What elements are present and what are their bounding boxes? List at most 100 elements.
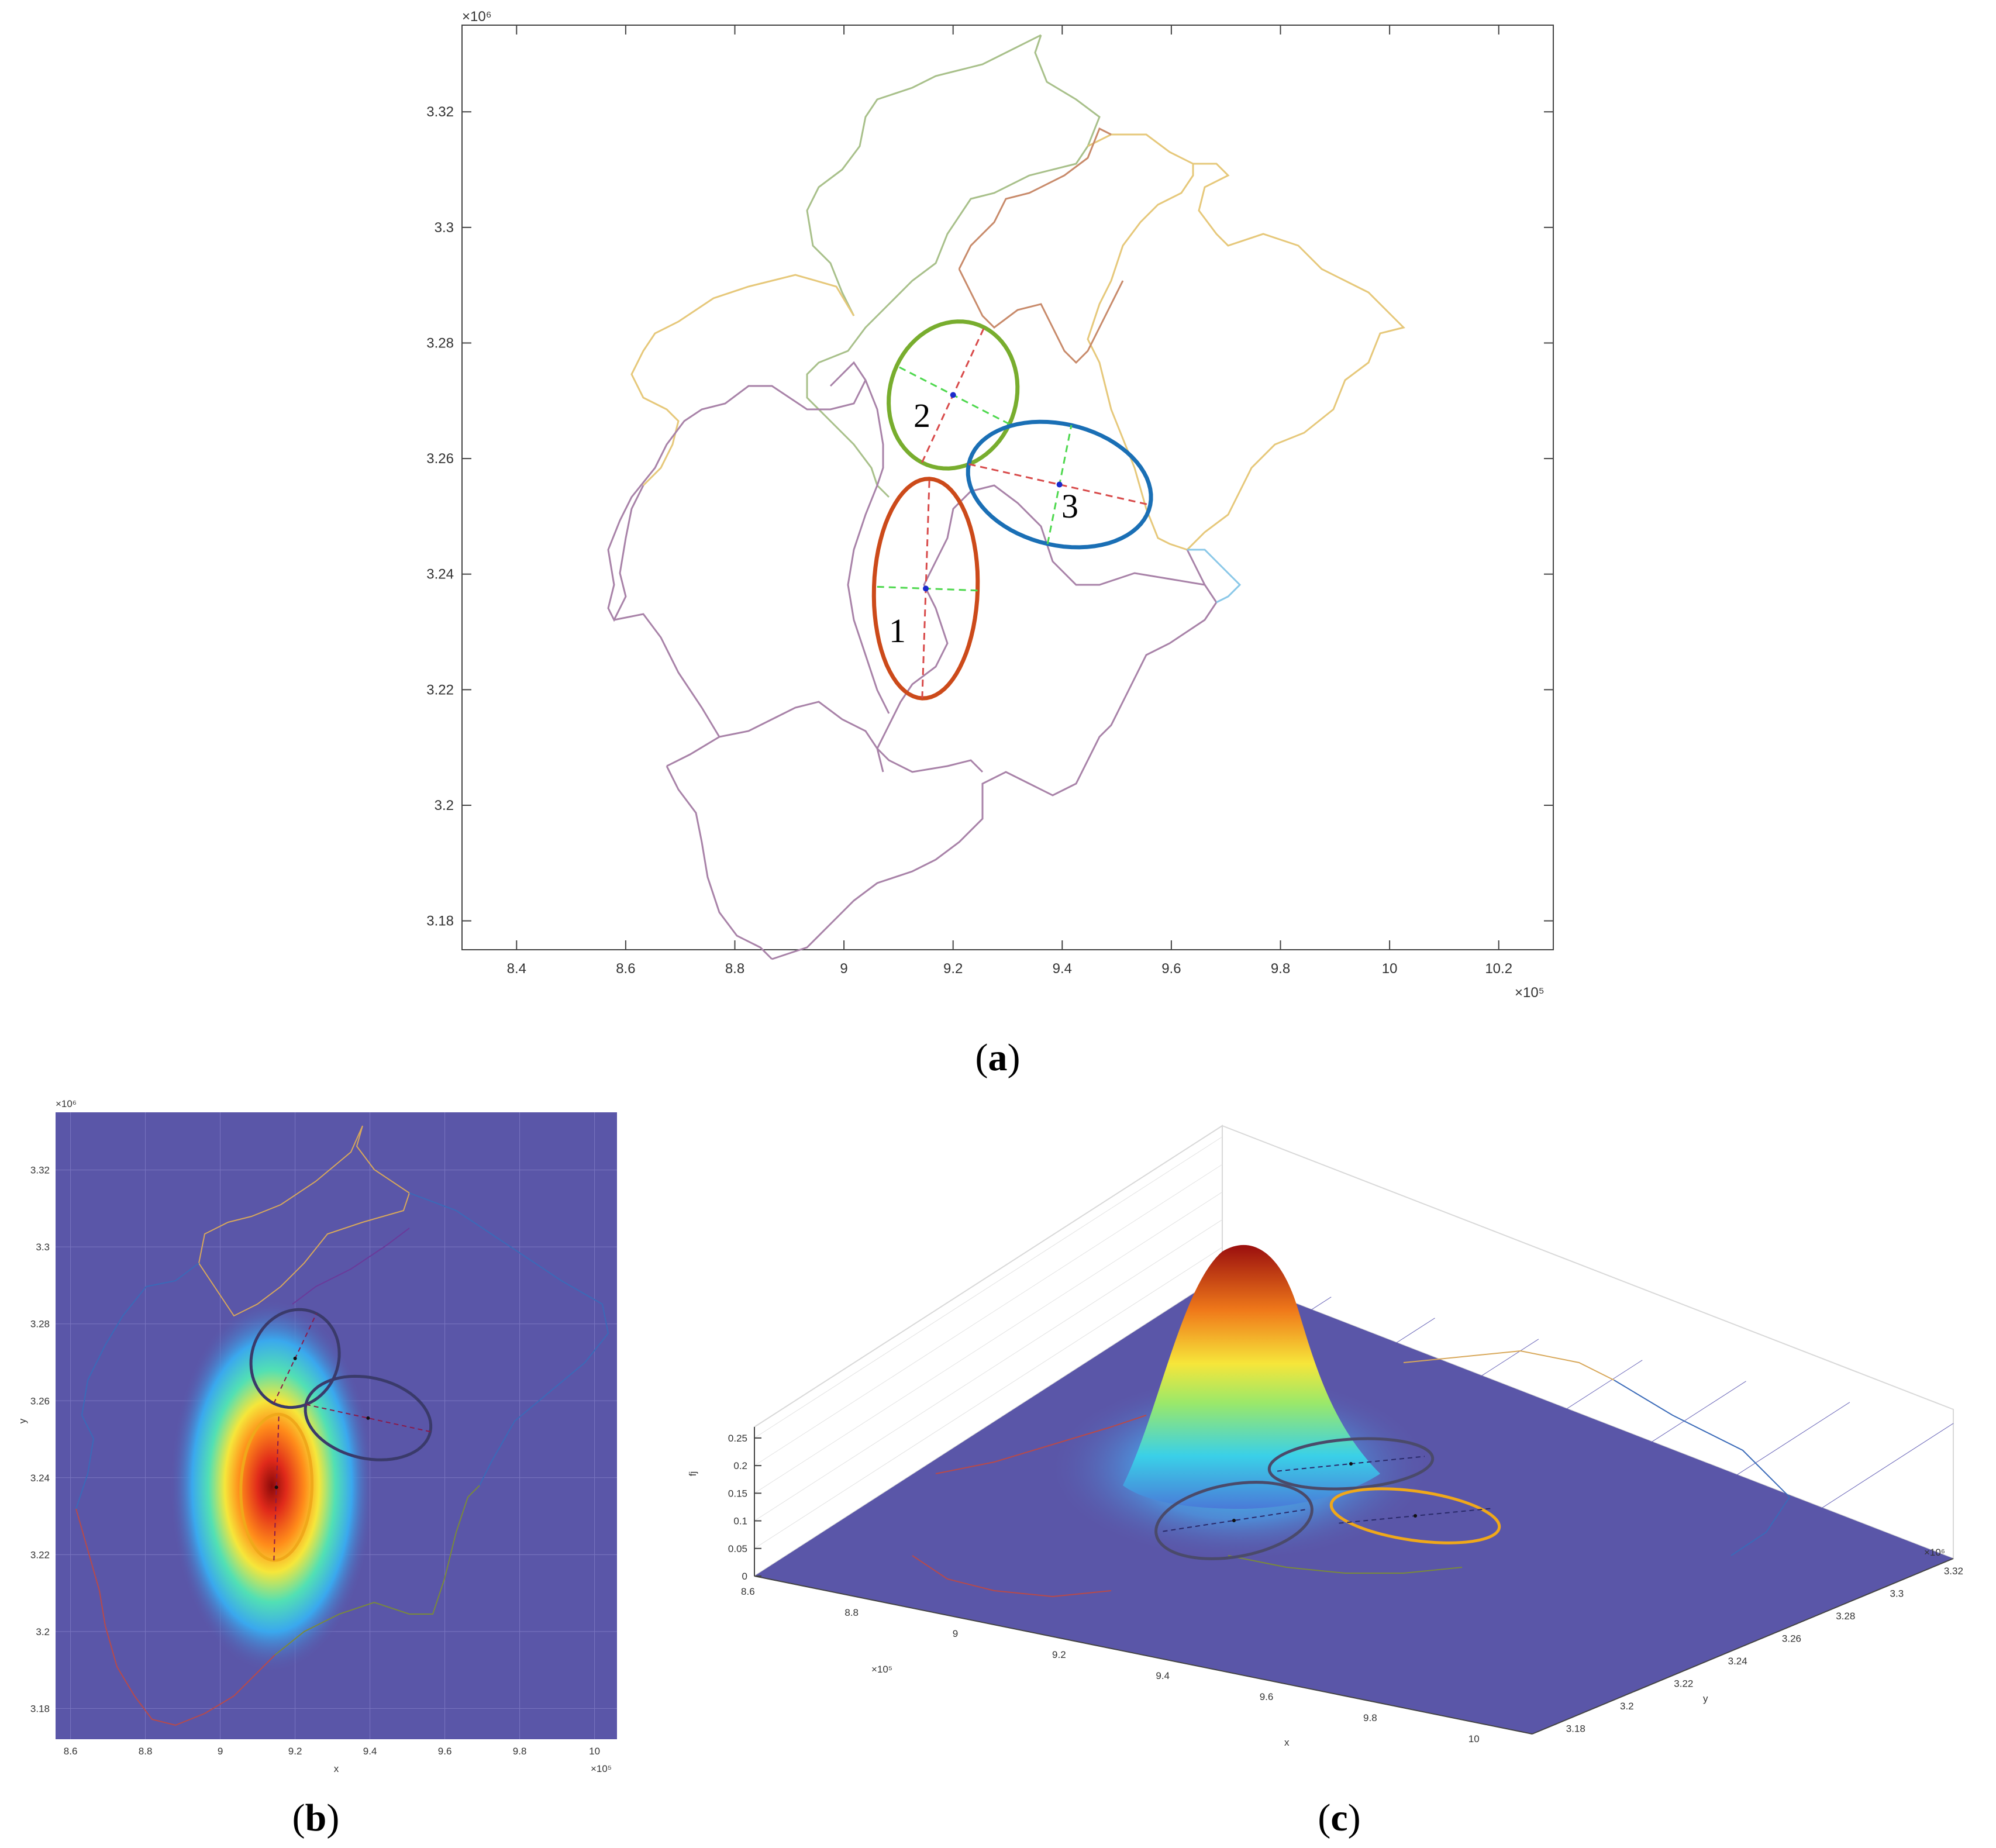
x-tick-label: 9 [218, 1746, 223, 1757]
boundary-blue-east [1187, 549, 1242, 604]
boundary-brown-center [958, 127, 1112, 270]
panel-c-boundary-1 [935, 1415, 1147, 1474]
z-tick-label: 0.25 [728, 1433, 747, 1444]
x-tick-label: 10 [1468, 1733, 1480, 1744]
wall-grid-line [754, 1136, 1223, 1439]
panel-c-x-axis [754, 1575, 1533, 1735]
panel-c-boundary-2 [1403, 1350, 1615, 1381]
panel-b-boundary-west [75, 1263, 199, 1509]
y-tick-label: 3.26 [426, 451, 454, 467]
x-tick-label: 10.2 [1485, 961, 1512, 977]
y-tick-label: 3.18 [1566, 1723, 1585, 1734]
panel-c-center-1 [1232, 1519, 1236, 1522]
y-tick-label: 3.24 [1728, 1656, 1747, 1667]
panel-c-axes [754, 1427, 1954, 1735]
district-boundaries [607, 34, 1405, 960]
panel-c-x-exponent: ×10⁵ [871, 1664, 892, 1675]
panel-b-boundary-center [292, 1228, 410, 1305]
panel-c-z-ticks: 0 0.05 0.1 0.15 0.2 0.25 [728, 1433, 761, 1582]
center-point-1 [923, 585, 929, 592]
boundary-purple-south-3 [666, 736, 720, 767]
panel-c-y-exponent: ×10⁶ [1924, 1547, 1945, 1558]
panel-a-x-exponent: ×10⁵ [1515, 985, 1545, 1001]
y-tick-label: 3.2 [435, 798, 454, 813]
boundary-north-west [806, 34, 1042, 316]
z-tick-label: 0.05 [728, 1543, 747, 1554]
x-tick-label: 10 [589, 1746, 600, 1757]
x-tick-label: 9.6 [438, 1746, 452, 1757]
x-tick-label: 10 [1382, 961, 1398, 977]
center-point-3 [1056, 481, 1063, 488]
wall-grid-line [754, 1247, 1223, 1549]
panel-c-y-ticks: 3.18 3.2 3.22 3.24 3.26 3.28 3.3 3.32 [1566, 1566, 1963, 1734]
boundary-east-yellow-2 [1087, 164, 1194, 551]
panel-b-ellipse-2 [249, 1308, 341, 1409]
y-tick-label: 3.28 [30, 1319, 50, 1330]
panel-c-boundary-4 [1228, 1555, 1463, 1574]
panel-a-y-exponent: ×10⁶ [462, 9, 492, 25]
panel-c-boundaries [912, 1350, 1791, 1598]
panel-b-center-2 [293, 1356, 297, 1360]
panel-c-ellipse-3 [1329, 1487, 1501, 1544]
boundary-purple-main [607, 361, 867, 622]
panel-c-center-2 [1349, 1462, 1353, 1466]
y-tick-label: 3.2 [36, 1626, 50, 1637]
panel-b-y-exponent: ×10⁶ [56, 1098, 77, 1109]
x-tick-label: 8.6 [616, 961, 635, 977]
y-tick-label: 3.2 [1620, 1701, 1634, 1712]
x-tick-label: 9.4 [363, 1746, 377, 1757]
y-tick-label: 3.24 [30, 1473, 50, 1484]
boundary-west-yellow [630, 274, 855, 487]
x-tick-label: 9.8 [1271, 961, 1290, 977]
boundary-purple-south-4 [771, 549, 1218, 960]
x-tick-label: 8.8 [844, 1607, 859, 1618]
y-tick-label: 3.22 [426, 682, 454, 698]
boundary-east-yellow [1087, 133, 1405, 551]
y-tick-label: 3.32 [426, 104, 454, 120]
wall-grid-line [754, 1191, 1223, 1494]
y-tick-label: 3.26 [30, 1395, 50, 1406]
boundary-brown-inner [958, 268, 1124, 364]
panel-a-x-ticks: 8.4 8.6 8.8 9 9.2 9.4 9.6 9.8 10 10.2 [507, 25, 1512, 977]
panel-c-zlabel: fj [687, 1471, 698, 1477]
panel-b-ellipses [239, 1308, 433, 1562]
panel-b-boundary-south-east [274, 1485, 480, 1656]
x-tick-label: 9.8 [1363, 1712, 1377, 1723]
x-tick-label: 9.2 [1052, 1649, 1066, 1660]
panel-a-y-ticks: 3.18 3.2 3.22 3.24 3.26 3.28 3.3 3.32 [426, 104, 1553, 929]
panel-c-y-axis [1532, 1558, 1954, 1735]
panel-b-boundary-south [75, 1508, 275, 1726]
panel-c-caption: (c) [1318, 1797, 1360, 1839]
panel-b-y-ticks: 3.18 3.2 3.22 3.24 3.26 3.28 3.3 3.32 [30, 1165, 50, 1715]
panel-c-x-ticks: 8.6 8.8 9 9.2 9.4 9.6 9.8 10 [741, 1586, 1480, 1744]
boundary-purple-south-2 [666, 766, 773, 960]
panel-c-center-3 [1414, 1514, 1417, 1518]
panel-b-caption: (b) [292, 1797, 340, 1839]
y-tick-label: 3.28 [1836, 1611, 1855, 1622]
panel-c-boundary-5 [912, 1555, 1112, 1598]
x-tick-label: 9.2 [943, 961, 963, 977]
panel-a: 3.18 3.2 3.22 3.24 3.26 3.28 3.3 3.32 8.4 8.6 8.8… [426, 9, 1554, 1079]
ellipse-1 [871, 477, 980, 701]
panel-a-plot-area [461, 25, 1554, 950]
x-tick-label: 9.2 [288, 1746, 302, 1757]
z-tick-label: 0.1 [733, 1516, 747, 1527]
ellipse-label-1: 1 [889, 612, 906, 650]
x-tick-label: 9.8 [513, 1746, 527, 1757]
wall-grid-line [754, 1219, 1223, 1521]
ellipses [871, 319, 1153, 701]
ellipse-label-3: 3 [1061, 487, 1078, 525]
y-tick-label: 3.22 [30, 1549, 50, 1560]
panel-a-caption: (a) [975, 1036, 1021, 1079]
panel-c: 0 0.05 0.1 0.15 0.2 0.25 8.6 8.8 9 9.2 9.4 9.6 9.8 1… [687, 1125, 1963, 1839]
x-tick-label: 8.4 [507, 961, 526, 977]
panel-c-ellipse-2 [1267, 1437, 1435, 1491]
y-tick-label: 3.28 [426, 335, 454, 351]
panel-b-center-3 [366, 1416, 370, 1420]
boundary-purple-inner [876, 747, 984, 773]
wall-grid-line [754, 1164, 1223, 1466]
y-tick-label: 3.3 [435, 220, 454, 236]
y-tick-label: 3.3 [1890, 1588, 1904, 1599]
panel-b-boundary-east [409, 1192, 609, 1486]
y-tick-label: 3.18 [426, 913, 454, 929]
